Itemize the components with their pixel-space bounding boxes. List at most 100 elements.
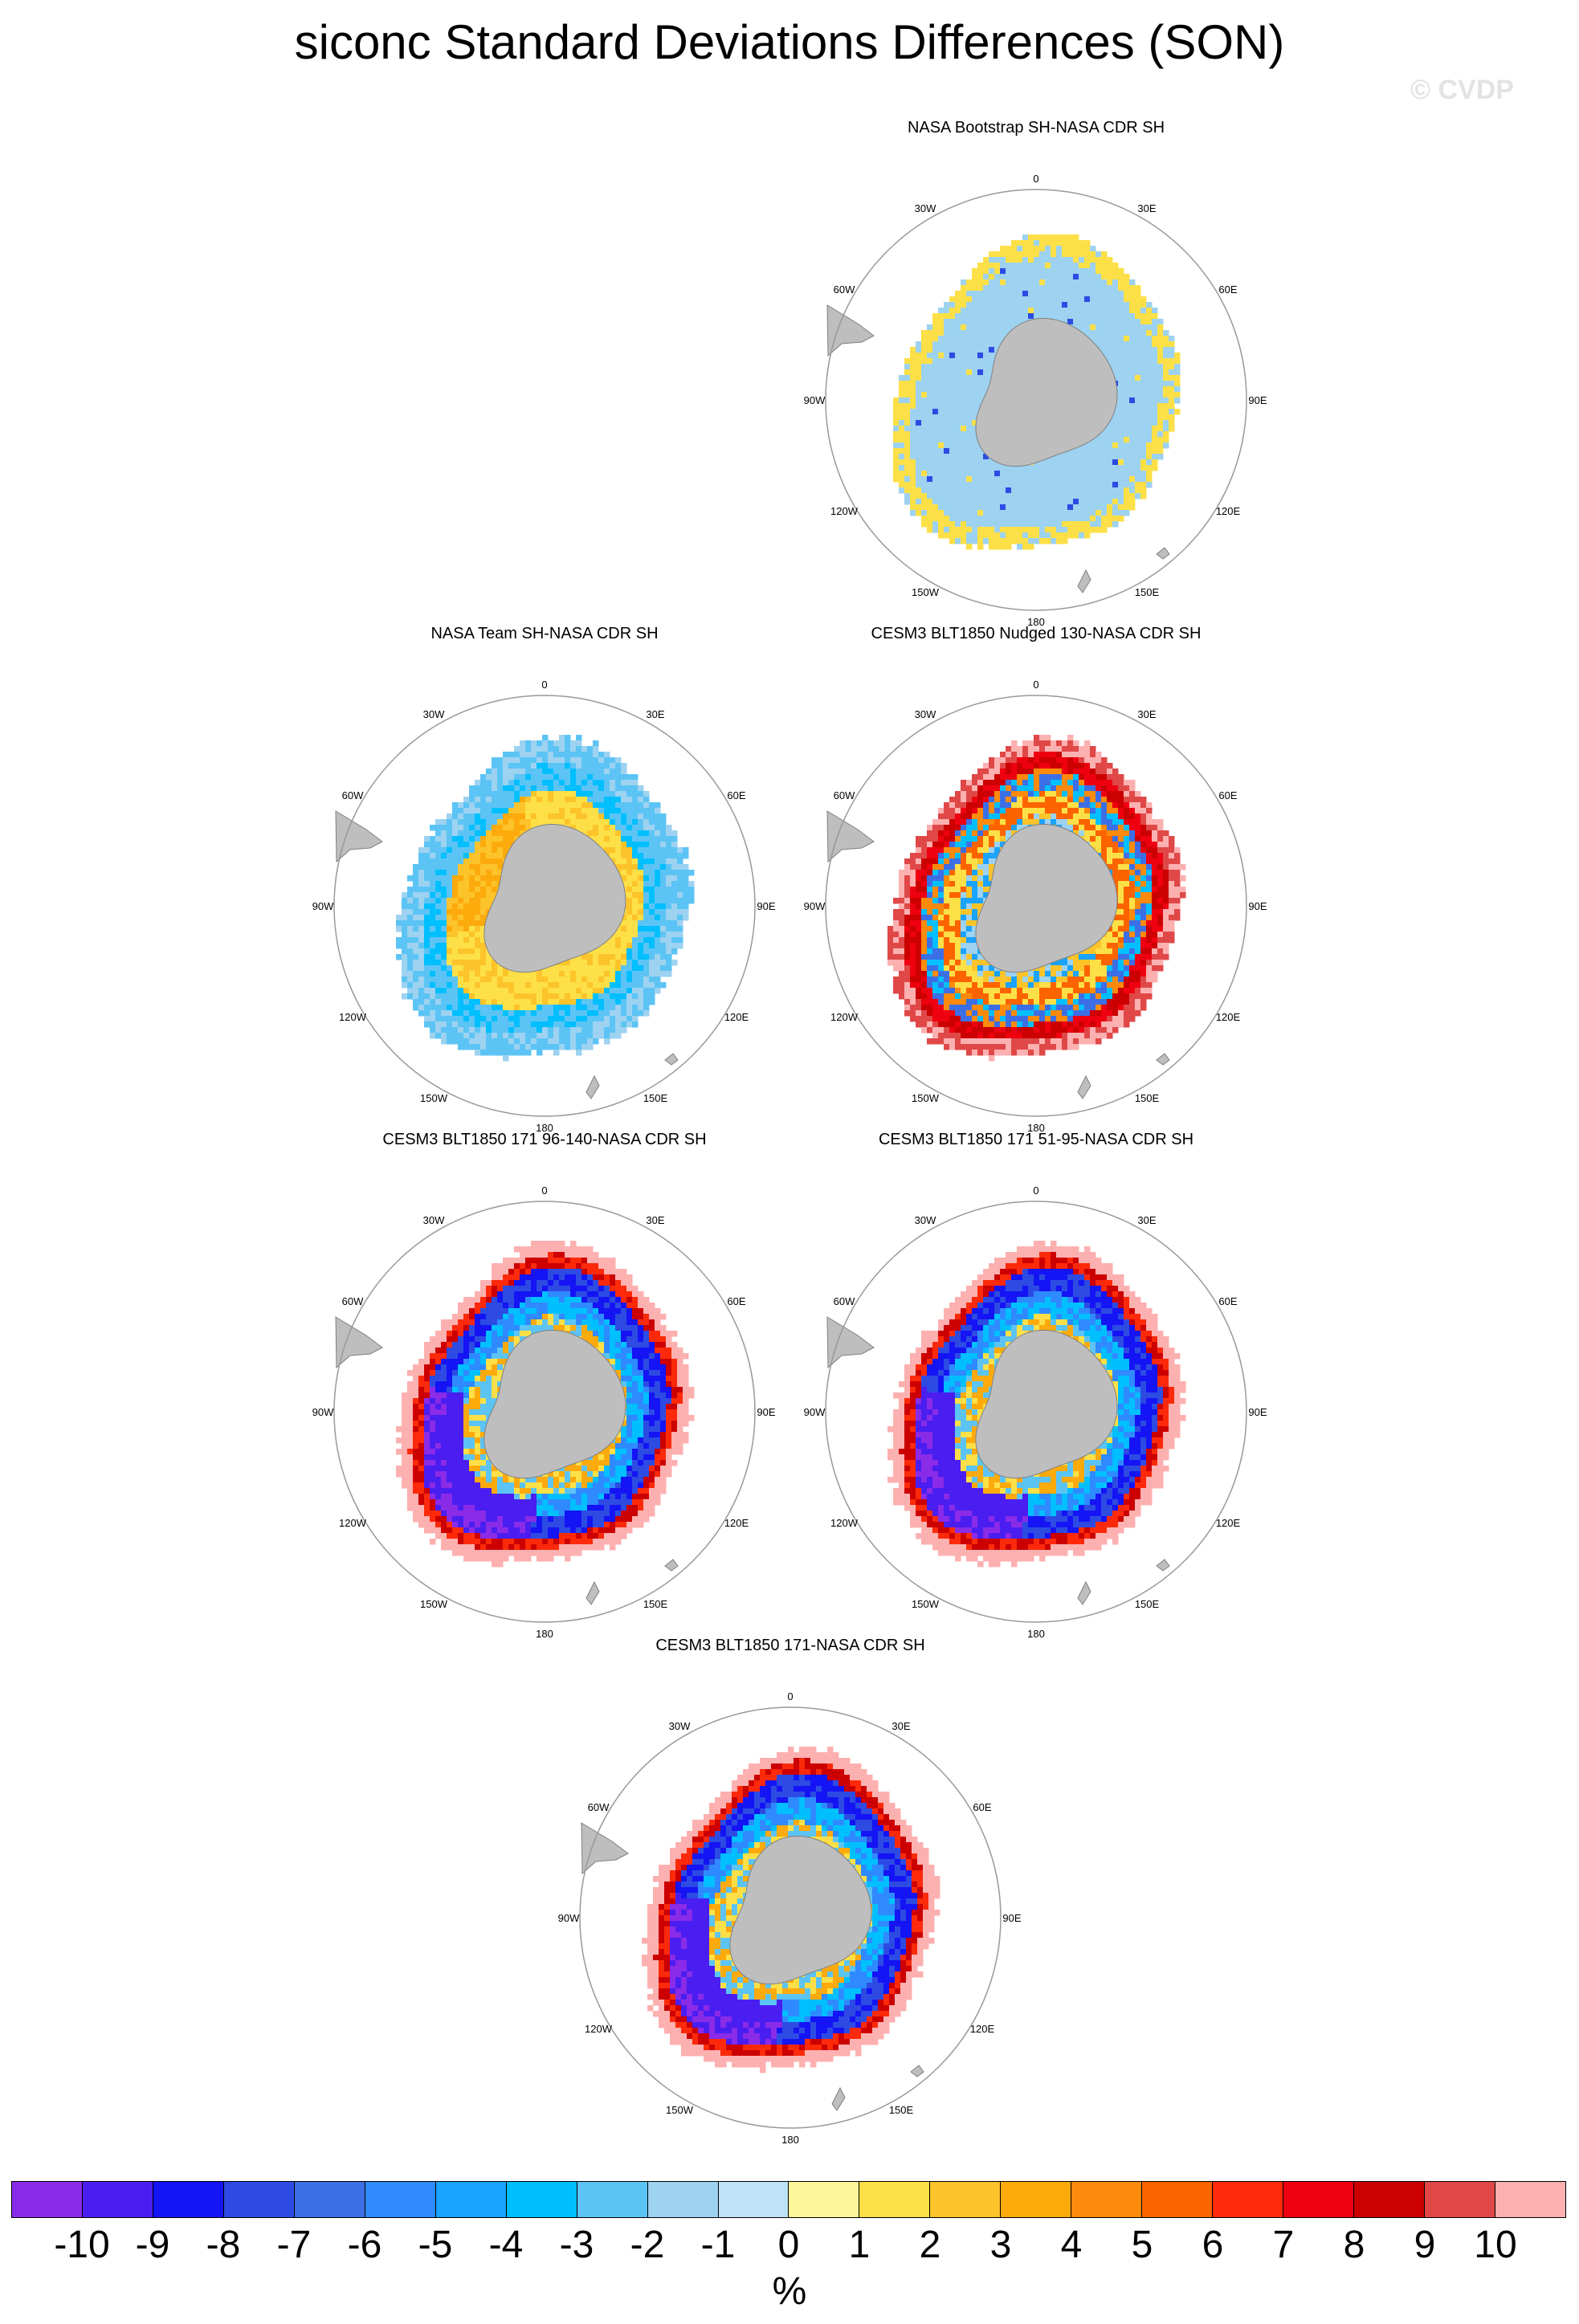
ice-cell xyxy=(1174,375,1181,381)
ice-cell xyxy=(927,347,933,353)
ice-cell xyxy=(576,993,582,1000)
ice-cell xyxy=(1146,414,1153,421)
ice-cell xyxy=(944,319,950,325)
ice-cell xyxy=(1140,437,1147,443)
ice-cell xyxy=(626,881,633,887)
ice-cell xyxy=(610,982,616,989)
ice-cell xyxy=(655,830,661,837)
ice-cell xyxy=(649,999,655,1005)
ice-cell xyxy=(1124,296,1130,303)
ice-cell xyxy=(598,948,605,955)
ice-cell xyxy=(587,1021,594,1028)
ice-cell xyxy=(576,982,582,989)
ice-cell xyxy=(508,1033,515,1039)
ice-cell xyxy=(525,769,532,775)
ice-cell xyxy=(1124,353,1130,359)
ice-cell xyxy=(666,864,672,870)
ice-cell xyxy=(452,842,459,848)
ice-cell xyxy=(1163,414,1169,421)
ice-cell xyxy=(1011,313,1018,320)
ice-cell xyxy=(475,1027,481,1034)
ice-cell xyxy=(469,808,475,814)
ice-cell xyxy=(525,746,532,752)
ice-cell xyxy=(921,881,928,887)
ice-cell xyxy=(463,1033,470,1039)
ice-cell xyxy=(916,431,922,438)
ice-cell xyxy=(1045,302,1051,308)
ice-cell xyxy=(593,763,599,769)
ice-cell xyxy=(463,993,470,1000)
ice-cell xyxy=(542,988,549,994)
ice-cell xyxy=(514,1027,520,1034)
ice-cell xyxy=(643,915,650,921)
ice-cell xyxy=(688,892,695,899)
ice-cell xyxy=(1073,246,1079,252)
ice-cell xyxy=(1006,263,1012,269)
ice-cell xyxy=(977,324,984,331)
ice-cell xyxy=(407,875,414,882)
ice-cell xyxy=(570,746,577,752)
ice-cell xyxy=(927,943,933,949)
ice-cell xyxy=(1169,842,1175,848)
ice-cell xyxy=(1140,319,1147,325)
ice-cell xyxy=(1135,476,1141,483)
ice-cell xyxy=(531,819,537,826)
ice-cell xyxy=(480,999,487,1005)
ice-cell xyxy=(899,487,905,494)
ice-cell xyxy=(949,353,956,359)
ice-cell xyxy=(1174,887,1181,893)
ice-cell xyxy=(1073,319,1079,325)
ice-cell xyxy=(932,870,939,876)
ice-cell xyxy=(955,898,961,904)
ice-cell xyxy=(1101,319,1108,325)
ice-cell xyxy=(1124,476,1130,483)
ice-cell xyxy=(1096,313,1102,320)
ice-cell xyxy=(1045,291,1051,297)
ice-cell xyxy=(1028,234,1034,241)
ice-cell xyxy=(525,1005,532,1011)
ice-cell xyxy=(537,999,543,1005)
ice-cell xyxy=(1084,308,1091,314)
ice-cell xyxy=(475,988,481,994)
ice-cell xyxy=(955,364,961,370)
ice-cell xyxy=(486,982,492,989)
ice-cell xyxy=(949,330,956,336)
ice-cell xyxy=(972,409,978,415)
ice-cell xyxy=(520,763,526,769)
ice-cell xyxy=(649,971,655,977)
ice-cell xyxy=(955,875,961,882)
ice-cell xyxy=(463,870,470,876)
ice-cell xyxy=(604,971,610,977)
ice-cell xyxy=(486,903,492,910)
ice-cell xyxy=(643,948,650,955)
ice-cell xyxy=(486,988,492,994)
ice-cell xyxy=(904,960,911,966)
ice-cell xyxy=(944,948,950,955)
ice-cell xyxy=(452,892,459,899)
ice-cell xyxy=(983,381,989,387)
ice-cell xyxy=(944,431,950,438)
ice-cell xyxy=(1006,251,1012,258)
ice-cell xyxy=(983,487,989,494)
ice-cell xyxy=(904,482,911,488)
ice-cell xyxy=(1152,898,1158,904)
ice-cell xyxy=(638,830,644,837)
ice-cell xyxy=(1107,960,1113,966)
ice-cell xyxy=(1079,527,1085,533)
ice-cell xyxy=(525,1044,532,1050)
ice-cell xyxy=(938,504,945,511)
ice-cell xyxy=(955,842,961,848)
ice-cell xyxy=(666,965,672,972)
ice-cell xyxy=(1129,504,1136,511)
ice-cell xyxy=(1118,386,1124,393)
ice-cell xyxy=(949,808,956,814)
ice-cell xyxy=(469,836,475,842)
ice-cell xyxy=(1006,279,1012,286)
ice-cell xyxy=(486,802,492,809)
ice-cell xyxy=(983,825,989,831)
ice-cell xyxy=(548,757,554,764)
ice-cell xyxy=(1073,291,1079,297)
ice-cell xyxy=(921,926,928,932)
ice-cell xyxy=(1163,847,1169,854)
ice-cell xyxy=(452,836,459,842)
